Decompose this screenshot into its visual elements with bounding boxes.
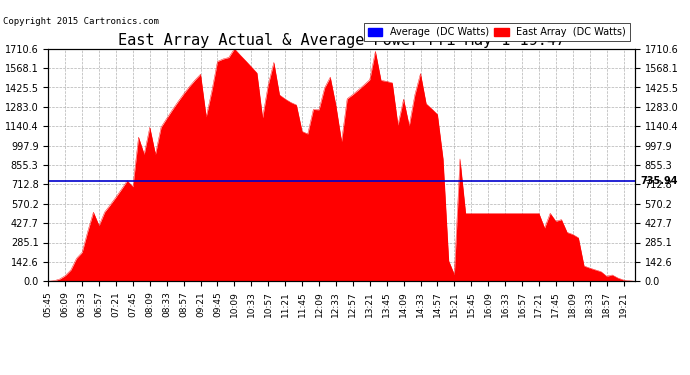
Legend: Average  (DC Watts), East Array  (DC Watts): Average (DC Watts), East Array (DC Watts… [364, 23, 630, 41]
Title: East Array Actual & Average Power Fri May 1 19:47: East Array Actual & Average Power Fri Ma… [118, 33, 565, 48]
Text: Copyright 2015 Cartronics.com: Copyright 2015 Cartronics.com [3, 17, 159, 26]
Text: 735.94: 735.94 [641, 176, 678, 186]
